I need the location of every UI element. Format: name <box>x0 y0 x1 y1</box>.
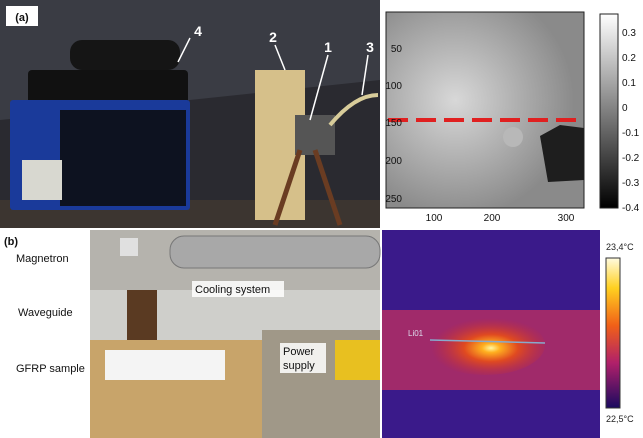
power-label: Power <box>283 346 315 358</box>
y-tick-label: 250 <box>385 194 402 205</box>
infrared-image: Li01 23,4°C 22,5°C <box>382 230 643 438</box>
colorbar-tick-label: -0.2 <box>622 153 640 164</box>
colorbar-tick-label: -0.1 <box>622 128 640 139</box>
panel-label: (a) <box>15 12 29 24</box>
figure: (a) 1 2 3 4 50 100 150 200 250 100 200 300 0.3 0.… <box>0 0 643 438</box>
power-label: supply <box>283 360 315 372</box>
y-tick-label: 150 <box>385 118 402 129</box>
waveguide-label: Waveguide <box>18 307 73 319</box>
y-tick-label: 200 <box>385 156 402 167</box>
colorbar-tick-label: 0.1 <box>622 78 636 89</box>
colorbar-tick-label: 0 <box>622 103 628 114</box>
colorbar-max: 23,4°C <box>606 242 634 252</box>
x-tick-label: 200 <box>484 213 501 224</box>
callout: 4 <box>194 23 202 39</box>
y-tick-label: 100 <box>385 81 402 92</box>
photo-a: (a) 1 2 3 4 <box>0 0 380 228</box>
cooling-label: Cooling system <box>195 284 270 296</box>
colorbar-tick-label: -0.4 <box>622 203 640 214</box>
callout: 1 <box>324 39 332 55</box>
colorbar-tick-label: 0.2 <box>622 53 636 64</box>
callout: 2 <box>269 29 277 45</box>
colorbar-tick-label: -0.3 <box>622 178 640 189</box>
grayscale-image: 50 100 150 200 250 100 200 300 0.3 0.2 0.1 0 -0.1 -0.… <box>380 0 643 228</box>
photo-b: (b) Magnetron Waveguide GFRP sample Cool… <box>0 230 380 438</box>
magnetron-label: Magnetron <box>16 253 69 265</box>
x-tick-label: 300 <box>558 213 575 224</box>
sample-label: GFRP sample <box>16 363 85 375</box>
y-tick-label: 50 <box>391 44 403 55</box>
colorbar-tick-label: 0.3 <box>622 28 636 39</box>
line-label: Li01 <box>408 329 424 338</box>
panel-label: (b) <box>4 236 18 248</box>
callout: 3 <box>366 39 374 55</box>
colorbar-min: 22,5°C <box>606 414 634 424</box>
x-tick-label: 100 <box>426 213 443 224</box>
